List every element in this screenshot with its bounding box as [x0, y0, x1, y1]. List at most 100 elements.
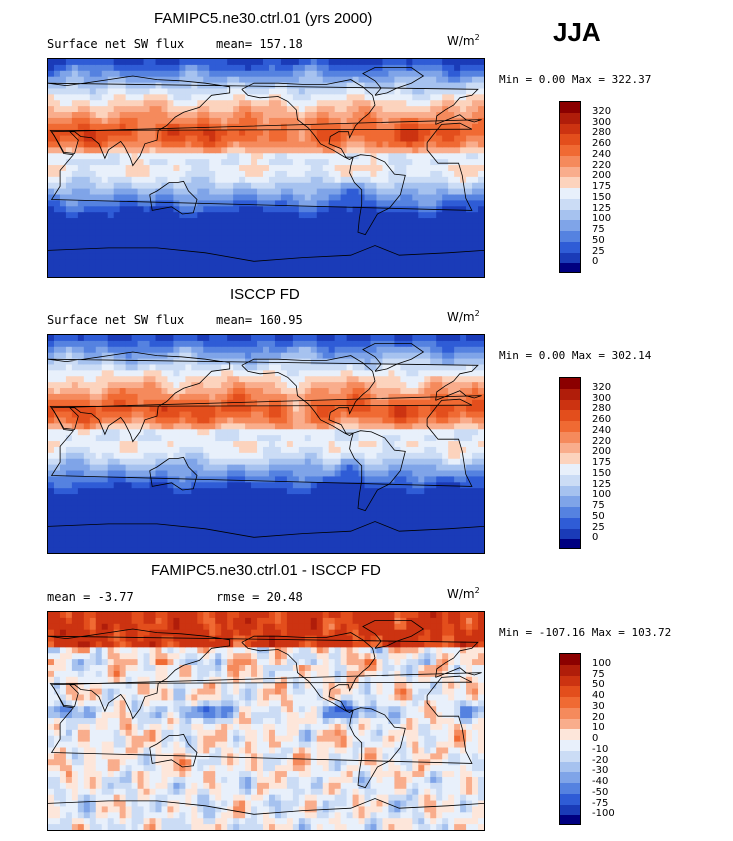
colorbar-tick-label: 200 — [592, 446, 612, 458]
colorbar-tick-label: 125 — [592, 478, 612, 490]
colorbar-swatch — [560, 464, 580, 475]
colorbar-tick-label: 50 — [592, 679, 605, 691]
coastline — [48, 351, 482, 443]
colorbar-swatch — [560, 517, 580, 529]
coastline — [149, 180, 198, 215]
panel3-rmse-label: rmse = 20.48 — [216, 590, 303, 604]
coastline — [241, 632, 376, 713]
colorbar-swatch — [560, 697, 580, 708]
coastline — [362, 343, 425, 372]
colorbar-swatch — [560, 761, 580, 773]
colorbar-tick-label: 150 — [592, 191, 612, 203]
coastline — [241, 79, 376, 160]
panel1-colorbar-labels: 320 300 280 260 240 220 200 175 150 125 100 75 50 25 0 — [592, 101, 632, 273]
colorbar-swatch — [560, 263, 580, 272]
colorbar-tick-label: 100 — [592, 213, 612, 225]
colorbar-tick-label: 75 — [592, 668, 605, 680]
colorbar-tick-label: -100 — [592, 808, 615, 820]
colorbar-swatch — [560, 507, 580, 518]
colorbar-swatch — [560, 474, 580, 486]
colorbar-tick-label: -40 — [592, 776, 609, 787]
coastline — [362, 67, 425, 96]
colorbar-swatch — [560, 188, 580, 199]
colorbar-tick-label: 175 — [592, 457, 612, 468]
colorbar-swatch — [560, 145, 580, 156]
colorbar-swatch — [560, 664, 580, 676]
colorbar-tick-label: 150 — [592, 467, 612, 479]
field-svg — [48, 612, 484, 830]
colorbar-swatch — [560, 112, 580, 124]
coastline — [149, 733, 198, 768]
coastline — [349, 707, 406, 789]
colorbar-tick-label: 10 — [592, 722, 605, 734]
coastline — [241, 355, 376, 436]
colorbar-tick-label: 200 — [592, 170, 612, 182]
coastline — [48, 798, 484, 815]
colorbar-tick-label: 320 — [592, 105, 612, 117]
colorbar-tick-label: 300 — [592, 392, 612, 404]
colorbar-swatch — [560, 686, 580, 697]
colorbar-swatch — [560, 209, 580, 221]
colorbar-tick-label: 280 — [592, 127, 612, 139]
coastline — [49, 675, 473, 764]
panel3-units: W/m2 — [447, 586, 480, 601]
colorbar-swatch — [560, 378, 580, 389]
colorbar-swatch — [560, 220, 580, 231]
coastline — [149, 456, 198, 491]
colorbar-tick-label: 240 — [592, 148, 612, 160]
panel1-map — [47, 58, 485, 278]
colorbar-swatch — [560, 675, 580, 687]
colorbar-swatch — [560, 431, 580, 443]
colorbar-swatch — [560, 388, 580, 400]
field-svg — [48, 59, 484, 277]
panel3-colorbar — [559, 653, 581, 825]
colorbar-tick-label: -75 — [592, 797, 609, 809]
colorbar-tick-label: 220 — [592, 159, 612, 171]
colorbar-swatch — [560, 421, 580, 432]
panel3-mean-label: mean = -3.77 — [47, 590, 134, 604]
colorbar-swatch — [560, 442, 580, 454]
season-label: JJA — [553, 17, 601, 47]
colorbar-tick-label: -30 — [592, 765, 609, 777]
panel1-title: FAMIPC5.ne30.ctrl.01 (yrs 2000) — [154, 10, 373, 27]
colorbar-swatch — [560, 123, 580, 135]
coastline — [49, 122, 473, 211]
coastline — [349, 430, 406, 512]
colorbar-swatch — [560, 102, 580, 113]
colorbar-tick-label: -50 — [592, 786, 609, 798]
colorbar-swatch — [560, 453, 580, 464]
panel1-units: W/m2 — [447, 33, 480, 48]
colorbar-tick-label: 240 — [592, 424, 612, 436]
coastline — [48, 628, 482, 720]
colorbar-swatch — [560, 772, 580, 783]
colorbar-tick-label: 300 — [592, 116, 612, 128]
colorbar-tick-label: 220 — [592, 435, 612, 447]
colorbar-tick-label: 260 — [592, 414, 612, 425]
colorbar-swatch — [560, 793, 580, 805]
panel1-variable-label: Surface net SW flux — [47, 37, 185, 51]
colorbar-swatch — [560, 804, 580, 816]
colorbar-swatch — [560, 252, 580, 264]
colorbar-swatch — [560, 528, 580, 540]
colorbar-tick-label: 0 — [592, 532, 599, 544]
colorbar-tick-label: 0 — [592, 733, 599, 744]
colorbar-tick-label: 40 — [592, 690, 605, 701]
coastline — [49, 398, 473, 487]
panel2-mean-label: mean= 160.95 — [216, 313, 303, 327]
colorbar-swatch — [560, 134, 580, 145]
coastline — [48, 75, 482, 167]
panel3-title: FAMIPC5.ne30.ctrl.01 - ISCCP FD — [151, 562, 381, 579]
colorbar-tick-label: 75 — [592, 224, 605, 235]
colorbar-tick-label: -20 — [592, 754, 609, 766]
colorbar-tick-label: 125 — [592, 202, 612, 214]
colorbar-tick-label: 175 — [592, 181, 612, 192]
panel2-units: W/m2 — [447, 309, 480, 324]
panel3-minmax: Min = -107.16 Max = 103.72 — [499, 626, 672, 639]
colorbar-tick-label: 50 — [592, 234, 605, 246]
colorbar-tick-label: 30 — [592, 700, 605, 712]
colorbar-swatch — [560, 718, 580, 730]
colorbar-swatch — [560, 783, 580, 794]
colorbar-swatch — [560, 654, 580, 665]
colorbar-tick-label: 20 — [592, 711, 605, 723]
field-svg — [48, 335, 484, 553]
